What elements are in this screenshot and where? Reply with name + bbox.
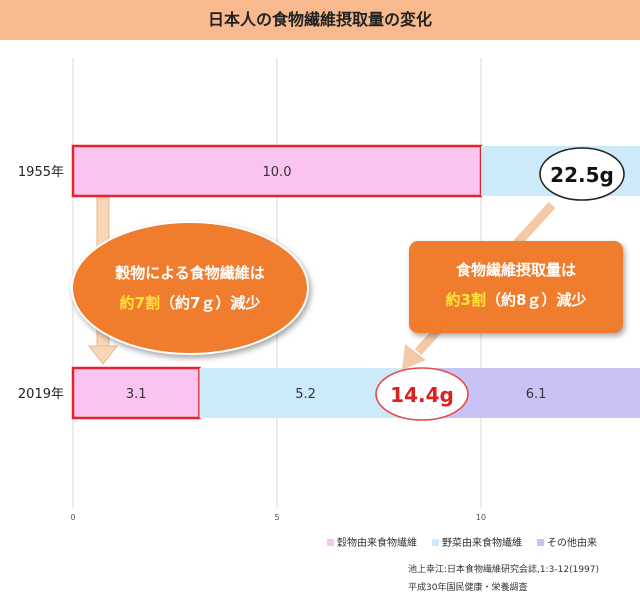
y-category-label: 2019年	[18, 387, 64, 402]
bar-segment	[73, 146, 481, 196]
total-1955-ellipse	[539, 147, 625, 201]
bar-value-label: 3.1	[126, 387, 147, 402]
x-tick-label: 10	[476, 513, 486, 522]
bar-value-label: 10.0	[263, 165, 292, 180]
legend-swatch	[327, 539, 334, 546]
source-line-1: 池上幸江:日本食物繊維研究会誌,1:3-12(1997)	[408, 565, 600, 575]
left-annotation-bubble: 穀物による食物繊維は 約7割（約7ｇ）減少	[71, 221, 309, 355]
right-bubble-highlight: 約3割	[446, 291, 486, 309]
x-tick-label: 5	[274, 513, 279, 522]
source-line-2: 平成30年国民健康・栄養調査	[408, 583, 528, 593]
bar-value-label: 5.2	[295, 387, 316, 402]
total-2019-ellipse	[375, 367, 469, 421]
bar-segment	[73, 368, 200, 418]
legend: 穀物由来食物繊維 野菜由来食物繊維 その他由来	[327, 536, 597, 549]
left-bubble-line1: 穀物による食物繊維は	[114, 264, 265, 282]
left-bubble-highlight: 約7割	[120, 294, 160, 312]
chart-title: 日本人の食物繊維摂取量の変化	[207, 10, 432, 29]
right-bubble-line2: 約3割（約8ｇ）減少	[446, 291, 587, 310]
right-bubble-line1: 食物繊維摂取量は	[456, 261, 576, 279]
total-2019-label: 14.4g	[390, 383, 454, 407]
y-category-label: 1955年	[18, 165, 64, 180]
legend-label: 野菜由来食物繊維	[442, 536, 522, 549]
legend-swatch	[432, 539, 439, 546]
left-bubble-line2: 約7割（約7ｇ）減少	[120, 294, 261, 313]
bar-value-label: 6.1	[526, 387, 547, 402]
chart-header: 日本人の食物繊維摂取量の変化	[0, 0, 640, 40]
x-tick-label: 0	[70, 513, 75, 522]
right-bubble-suffix: （約8ｇ）減少	[486, 291, 586, 310]
legend-label: 穀物由来食物繊維	[337, 536, 417, 549]
x-axis-ticks: 0510152025(ｇ)	[70, 513, 486, 522]
legend-label: その他由来	[547, 536, 597, 549]
total-1955-label: 22.5g	[550, 163, 614, 187]
right-annotation-box: 食物繊維摂取量は 約3割（約8ｇ）減少	[409, 241, 623, 333]
legend-swatch	[537, 539, 544, 546]
left-bubble-suffix: （約7ｇ）減少	[160, 294, 260, 313]
